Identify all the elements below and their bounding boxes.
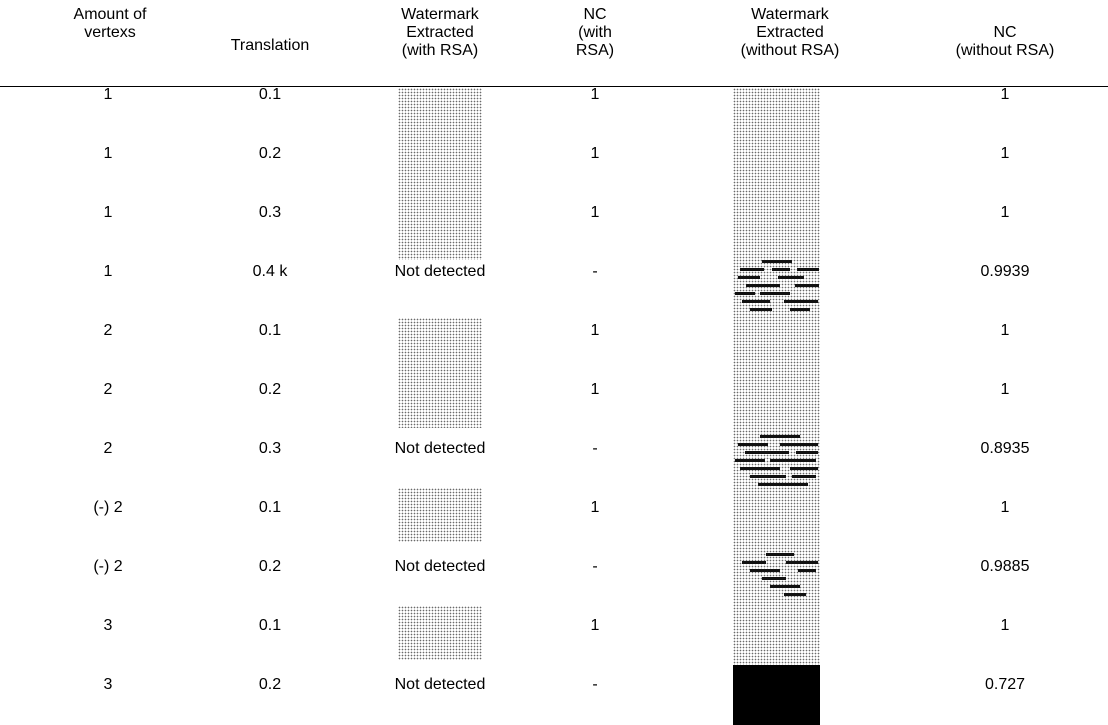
header-watermark-without-rsa: Watermark Extracted (without RSA) (740, 6, 840, 59)
watermark-image-without-rsa (733, 88, 820, 665)
cell-not-detected: Not detected (394, 558, 486, 575)
watermark-image-with-rsa (398, 606, 482, 660)
cell-translation: 0.1 (258, 617, 282, 634)
cell-translation: 0.1 (258, 86, 282, 103)
watermark-image-with-rsa (398, 488, 482, 542)
cell-vertexs: 1 (103, 204, 113, 221)
cell-nc-with-rsa: - (592, 263, 598, 280)
cell-vertexs: 1 (103, 86, 113, 103)
cell-nc-without-rsa: 1 (1000, 204, 1010, 221)
cell-nc-with-rsa: 1 (590, 381, 600, 398)
header-rule (0, 86, 1108, 87)
cell-vertexs: 3 (103, 676, 113, 693)
cell-nc-without-rsa: 1 (1000, 499, 1010, 516)
cell-translation: 0.1 (258, 322, 282, 339)
table-header: Amount of vertexs Translation Watermark … (0, 0, 1108, 86)
cell-vertexs: 2 (103, 440, 113, 457)
header-amount-of-vertexs: Amount of vertexs (73, 6, 147, 41)
cell-vertexs: (-) 2 (93, 558, 123, 575)
cell-translation: 0.2 (258, 676, 282, 693)
cell-translation: 0.3 (258, 204, 282, 221)
watermark-image-with-rsa (398, 318, 482, 428)
header-nc-without-rsa: NC (without RSA) (955, 24, 1055, 59)
cell-vertexs: 2 (103, 381, 113, 398)
cell-vertexs: 3 (103, 617, 113, 634)
cell-vertexs: 1 (103, 263, 113, 280)
cell-nc-without-rsa: 1 (1000, 86, 1010, 103)
cell-nc-with-rsa: 1 (590, 617, 600, 634)
cell-not-detected: Not detected (394, 263, 486, 280)
cell-nc-with-rsa: 1 (590, 145, 600, 162)
header-translation: Translation (230, 37, 310, 54)
cell-nc-without-rsa: 1 (1000, 617, 1010, 634)
cell-nc-without-rsa: 0.8935 (980, 440, 1030, 457)
watermark-black-block (733, 665, 820, 725)
cell-nc-with-rsa: 1 (590, 499, 600, 516)
cell-nc-without-rsa: 0.9885 (980, 558, 1030, 575)
cell-nc-without-rsa: 1 (1000, 145, 1010, 162)
cell-nc-with-rsa: 1 (590, 322, 600, 339)
cell-nc-without-rsa: 1 (1000, 322, 1010, 339)
cell-nc-with-rsa: - (592, 676, 598, 693)
header-watermark-with-rsa: Watermark Extracted (with RSA) (401, 6, 479, 59)
cell-translation: 0.3 (258, 440, 282, 457)
cell-nc-without-rsa: 0.9939 (980, 263, 1030, 280)
cell-nc-with-rsa: 1 (590, 86, 600, 103)
cell-translation: 0.2 (258, 381, 282, 398)
header-nc-with-rsa: NC (with RSA) (575, 6, 615, 59)
cell-vertexs: (-) 2 (93, 499, 123, 516)
watermark-image-with-rsa (398, 88, 482, 260)
cell-nc-with-rsa: - (592, 558, 598, 575)
cell-not-detected: Not detected (394, 440, 486, 457)
cell-nc-without-rsa: 0.727 (984, 676, 1026, 693)
cell-nc-with-rsa: - (592, 440, 598, 457)
cell-nc-without-rsa: 1 (1000, 381, 1010, 398)
cell-nc-with-rsa: 1 (590, 204, 600, 221)
cell-vertexs: 1 (103, 145, 113, 162)
cell-translation: 0.1 (258, 499, 282, 516)
cell-translation: 0.2 (258, 558, 282, 575)
cell-vertexs: 2 (103, 322, 113, 339)
cell-translation: 0.2 (258, 145, 282, 162)
cell-not-detected: Not detected (394, 676, 486, 693)
cell-translation: 0.4 k (252, 263, 288, 280)
